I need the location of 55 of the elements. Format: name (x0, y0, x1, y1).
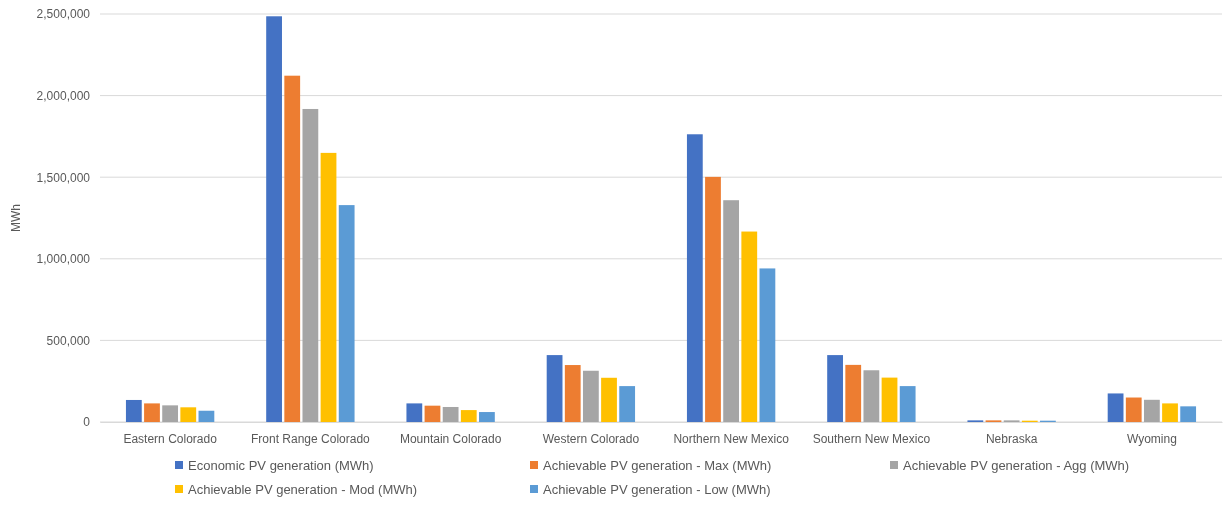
bar (564, 365, 581, 422)
bar (406, 403, 423, 422)
bar (198, 410, 215, 422)
bar (759, 268, 776, 422)
bar (601, 377, 617, 422)
legend-label: Achievable PV generation - Max (MWh) (543, 458, 772, 473)
y-tick-label: 1,000,000 (36, 252, 91, 267)
bar (723, 200, 740, 422)
bar (1143, 399, 1160, 422)
bar (1125, 397, 1142, 422)
bar (1107, 393, 1124, 422)
x-tick-label: Southern New Mexico (812, 431, 931, 446)
x-tick-label: Western Colorado (542, 431, 640, 446)
bar (582, 370, 599, 422)
bar (320, 152, 337, 422)
x-tick-label: Northern New Mexico (673, 431, 790, 446)
x-tick-label: Mountain Colorado (399, 431, 502, 446)
bar (827, 355, 843, 422)
bar (619, 386, 636, 422)
legend-label: Achievable PV generation - Mod (MWh) (188, 482, 418, 497)
y-tick-label: 1,500,000 (36, 170, 91, 185)
bar (460, 410, 477, 422)
x-tick-label: Nebraska (985, 431, 1038, 446)
bar (125, 399, 142, 422)
bar (144, 403, 160, 422)
bar (741, 231, 758, 422)
bar (1180, 406, 1197, 422)
bar (845, 364, 862, 422)
bar (424, 405, 441, 422)
bar (180, 407, 197, 422)
y-tick-label: 2,500,000 (36, 7, 91, 22)
bar (162, 405, 179, 422)
legend-label: Achievable PV generation - Agg (MWh) (903, 458, 1130, 473)
bar (479, 412, 495, 422)
y-tick-label: 0 (83, 415, 91, 430)
legend-label: Economic PV generation (MWh) (188, 458, 374, 473)
bar (284, 75, 301, 422)
bar (686, 134, 703, 422)
bar (266, 16, 282, 422)
x-tick-label: Wyoming (1126, 431, 1177, 446)
bar (338, 205, 355, 422)
x-tick-label: Front Range Colorado (251, 431, 371, 446)
bar (899, 386, 916, 422)
bar (863, 370, 880, 422)
bar (546, 355, 563, 422)
y-tick-label: 500,000 (46, 333, 91, 348)
bar (881, 377, 898, 422)
bar (705, 176, 721, 422)
bar (302, 108, 319, 422)
y-tick-label: 2,000,000 (36, 88, 91, 103)
y-axis-title: MWh (9, 204, 23, 232)
bar (442, 406, 459, 422)
x-tick-label: Eastern Colorado (123, 431, 218, 446)
bar (1162, 403, 1178, 422)
legend-label: Achievable PV generation - Low (MWh) (543, 482, 771, 497)
